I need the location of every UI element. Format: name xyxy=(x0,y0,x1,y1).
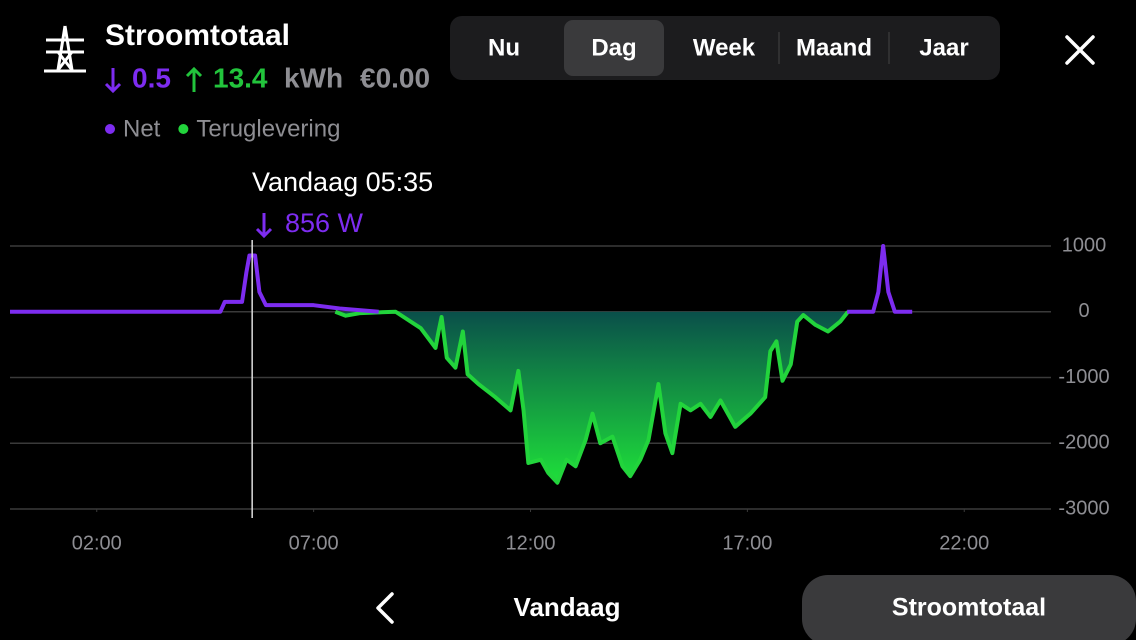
line xyxy=(334,309,850,485)
y-tick-label: -1000 xyxy=(1058,366,1109,388)
cost: €0.00 xyxy=(360,62,430,93)
import-arrow xyxy=(104,68,122,94)
tab-selected xyxy=(564,20,664,76)
area xyxy=(335,311,849,483)
legend: Net Teruglevering xyxy=(105,115,340,142)
x-tick-label: 22:00 xyxy=(939,532,989,554)
source-button[interactable] xyxy=(802,575,1136,640)
y-tick-label: -3000 xyxy=(1058,497,1109,519)
date-label: Vandaag xyxy=(514,592,621,622)
x-tick-label: 07:00 xyxy=(289,532,339,554)
y-tick-label: 0 xyxy=(1078,300,1089,322)
tab[interactable]: Week xyxy=(693,34,756,61)
legend-dot xyxy=(105,124,115,134)
tooltip-arrow xyxy=(255,213,273,239)
tooltip-value: 856 W xyxy=(285,208,364,238)
chart: 1000 0 -1000 -2000 -3000 02:00 07:00 12:00 17:00… xyxy=(10,167,1110,554)
x-tick-label: 02:00 xyxy=(72,532,122,554)
tooltip-time: Vandaag 05:35 xyxy=(252,167,433,197)
legend-label: Net xyxy=(123,115,161,142)
export-value: 13.4 xyxy=(213,62,268,93)
tabs: Nu Dag Week Maand Jaar xyxy=(488,20,969,76)
close-button[interactable] xyxy=(1065,35,1095,65)
tab[interactable]: Nu xyxy=(488,34,520,61)
x-tick-label: 17:00 xyxy=(722,532,772,554)
legend-label: Teruglevering xyxy=(196,115,340,142)
unit: kWh xyxy=(284,62,343,93)
export-arrow xyxy=(185,66,203,92)
tab[interactable]: Maand xyxy=(796,34,872,61)
title: Stroomtotaal xyxy=(105,19,290,52)
x-tick-label: 12:00 xyxy=(505,532,555,554)
tab[interactable]: Dag xyxy=(591,34,636,61)
import-value: 0.5 xyxy=(132,62,171,93)
legend-dot xyxy=(178,124,189,134)
y-tick-label: 1000 xyxy=(1062,234,1107,256)
tab[interactable]: Jaar xyxy=(919,34,968,61)
source-button-label: Stroomtotaal xyxy=(892,594,1046,622)
y-tick-label: -2000 xyxy=(1058,432,1109,454)
previous-button[interactable] xyxy=(376,592,394,624)
pylon-icon xyxy=(44,25,86,73)
arrow-head xyxy=(255,227,273,239)
